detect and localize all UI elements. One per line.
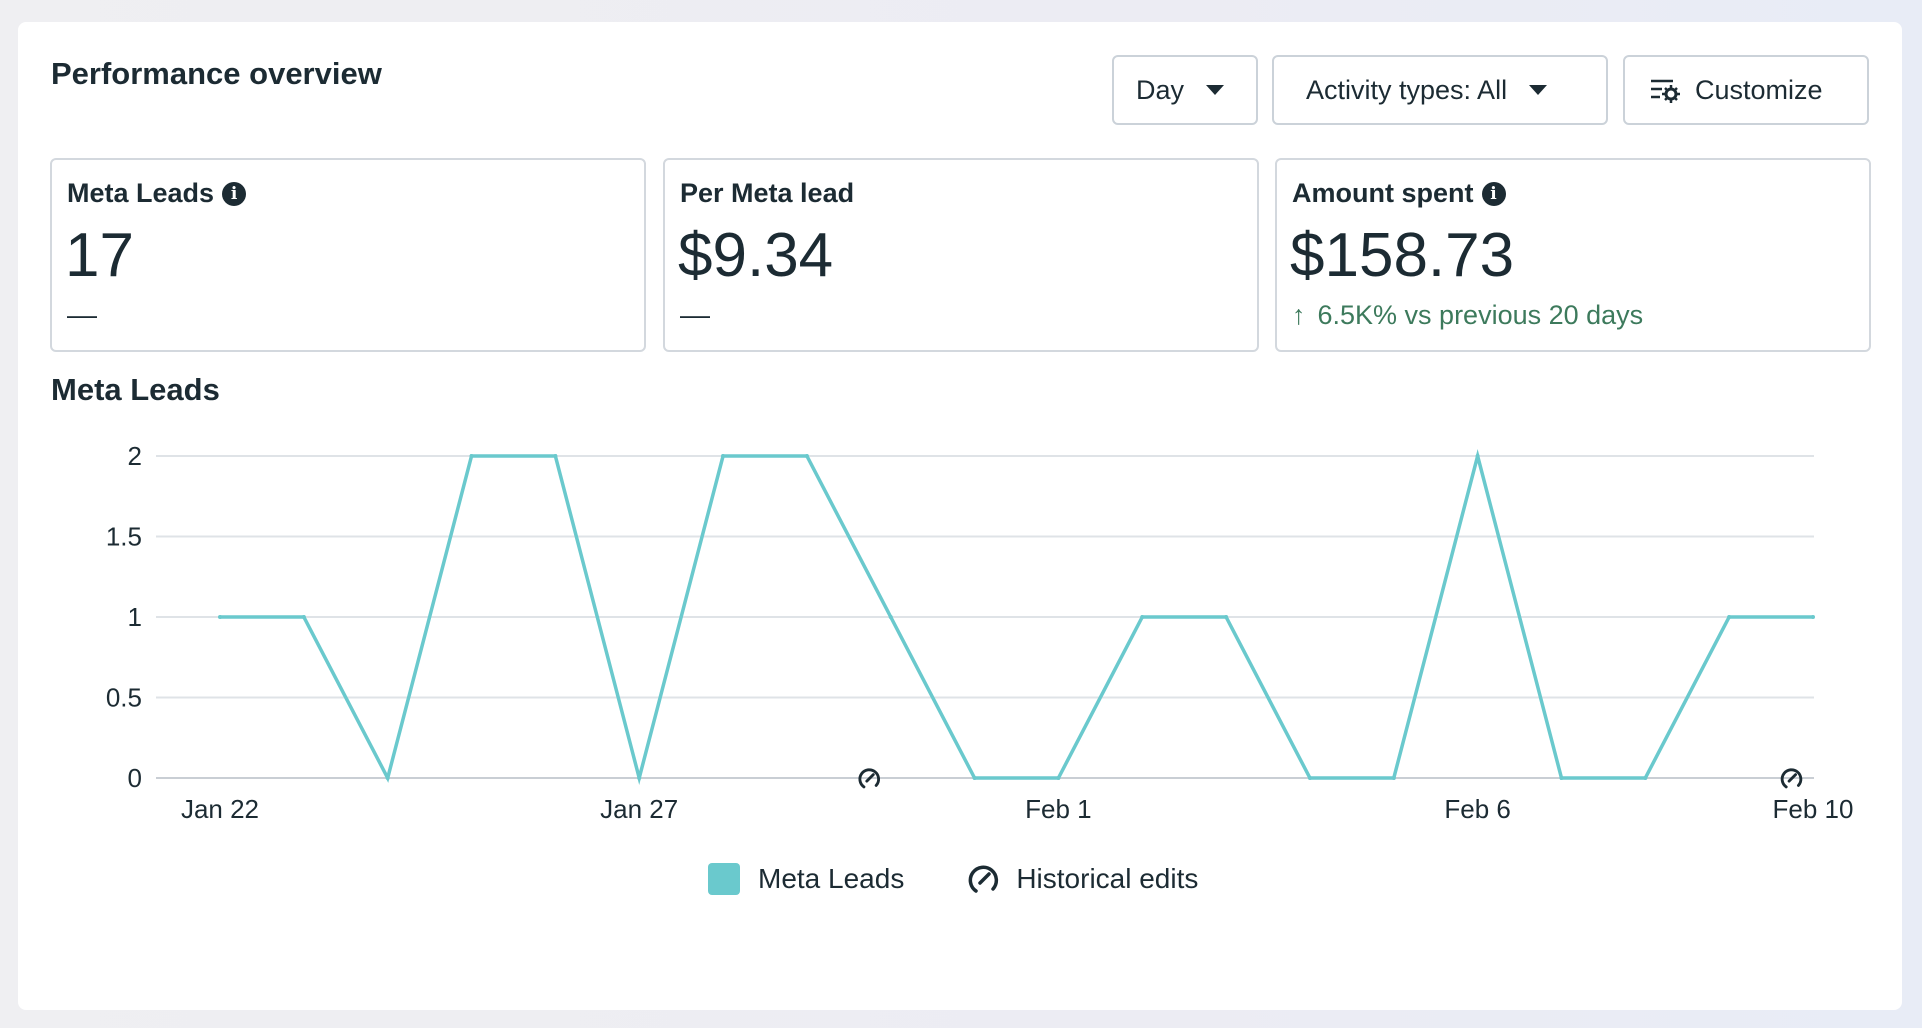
y-tick-label: 0.5 xyxy=(106,683,142,713)
legend-swatch xyxy=(708,863,740,895)
x-tick-label: Feb 6 xyxy=(1444,794,1511,824)
meta-leads-line-chart: 0 0.5 1 1.5 2 Jan 22 Jan 27 Feb 1 Feb 6 Feb 10 xyxy=(106,441,1854,824)
data-point xyxy=(1643,776,1648,780)
customize-button[interactable]: Customize xyxy=(1623,55,1869,125)
metric-comparison: ↑ 6.5K% vs previous 20 days xyxy=(1292,300,1643,331)
data-point xyxy=(1559,776,1564,780)
performance-overview-card: Performance overview Day Activity types:… xyxy=(18,22,1902,1010)
x-tick-label: Feb 10 xyxy=(1773,794,1854,824)
historical-edit-needle xyxy=(1787,773,1797,783)
metric-label-row: Amount spent i xyxy=(1292,178,1506,209)
historical-edit-needle xyxy=(865,773,875,783)
metric-label-row: Meta Leads i xyxy=(67,178,247,209)
data-point xyxy=(1811,615,1815,619)
legend-label: Meta Leads xyxy=(758,863,905,894)
data-point xyxy=(1475,454,1480,458)
data-point xyxy=(1224,615,1229,619)
data-point xyxy=(1307,776,1312,780)
metric-comparison-text: 6.5K% vs previous 20 days xyxy=(1317,300,1644,330)
metric-label: Meta Leads xyxy=(67,178,215,208)
day-dropdown-label: Day xyxy=(1136,74,1185,105)
metric-card-meta-leads[interactable]: Meta Leads i 17 –– xyxy=(50,158,646,352)
historical-edit-arc xyxy=(1780,768,1803,789)
historical-edit-arc xyxy=(858,768,881,789)
data-point xyxy=(1140,615,1145,619)
data-point xyxy=(301,615,306,619)
data-point xyxy=(721,454,726,458)
customize-label: Customize xyxy=(1695,74,1823,105)
x-tick-label: Jan 27 xyxy=(600,794,678,824)
metric-value: 17 xyxy=(65,221,134,290)
y-tick-label: 0 xyxy=(128,763,142,793)
page-title: Performance overview xyxy=(51,56,382,91)
data-point xyxy=(804,454,809,458)
x-tick-label: Feb 1 xyxy=(1025,794,1092,824)
arrow-up-icon: ↑ xyxy=(1292,300,1306,330)
legend-item-meta-leads[interactable]: Meta Leads xyxy=(708,863,904,895)
chart-title: Meta Leads xyxy=(51,372,220,407)
caret-down-icon xyxy=(1206,85,1225,95)
metric-label: Amount spent xyxy=(1292,178,1474,208)
data-point xyxy=(469,454,474,458)
info-icon[interactable]: i xyxy=(222,181,247,206)
metric-label-row: Per Meta lead xyxy=(680,178,854,209)
data-point xyxy=(385,776,390,780)
data-point xyxy=(1727,615,1732,619)
legend-label: Historical edits xyxy=(1016,863,1199,894)
data-point xyxy=(888,615,893,619)
historical-edit-marker[interactable] xyxy=(858,768,881,789)
metric-comparison: –– xyxy=(680,300,711,330)
legend-item-historical-edits[interactable]: Historical edits xyxy=(966,862,1198,896)
metric-card-amount-spent[interactable]: Amount spent i $158.73 ↑ 6.5K% vs previo… xyxy=(1275,158,1871,352)
historical-edits-icon xyxy=(968,865,999,893)
metric-card-per-meta-lead[interactable]: Per Meta lead $9.34 –– xyxy=(663,158,1259,352)
historical-edit-marker[interactable] xyxy=(1780,768,1803,789)
data-point xyxy=(637,776,642,780)
metric-comparison: –– xyxy=(67,300,98,330)
chart-legend: Meta Leads Historical edits xyxy=(708,862,1198,896)
caret-down-icon xyxy=(1529,85,1548,95)
day-dropdown[interactable]: Day xyxy=(1112,55,1258,125)
data-point xyxy=(972,776,977,780)
metric-value: $9.34 xyxy=(678,221,834,290)
info-icon[interactable]: i xyxy=(1481,181,1506,206)
data-point xyxy=(218,615,222,619)
activity-types-label: Activity types: All xyxy=(1306,74,1508,105)
y-tick-label: 1 xyxy=(128,602,142,632)
customize-settings-icon xyxy=(1651,79,1680,103)
series-line-meta-leads xyxy=(220,449,1813,785)
activity-types-dropdown[interactable]: Activity types: All xyxy=(1272,55,1608,125)
data-point xyxy=(1056,776,1061,780)
y-tick-label: 2 xyxy=(128,441,142,471)
metric-label: Per Meta lead xyxy=(680,178,855,208)
metric-value: $158.73 xyxy=(1290,221,1515,290)
y-tick-label: 1.5 xyxy=(106,522,142,552)
data-point xyxy=(1391,776,1396,780)
x-tick-label: Jan 22 xyxy=(181,794,259,824)
data-point xyxy=(553,454,558,458)
